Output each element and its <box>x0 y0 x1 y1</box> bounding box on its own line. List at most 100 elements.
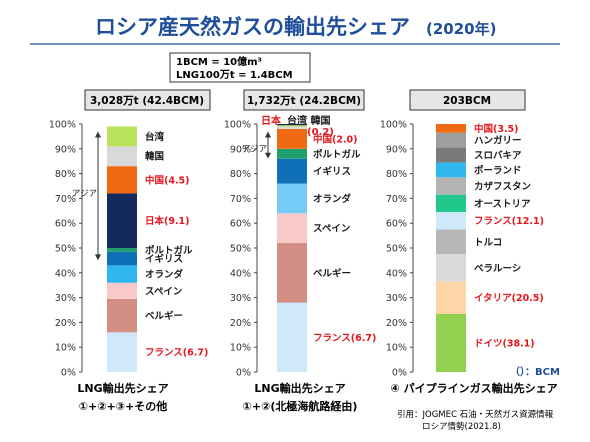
bar-segment <box>107 298 137 333</box>
page-title-year: (2020年) <box>426 20 496 38</box>
y-tick-label: 50% <box>386 244 407 255</box>
chart-2-header-box <box>243 89 365 111</box>
bar-segment <box>436 212 466 230</box>
bar-segment <box>436 177 466 195</box>
segment-label: イタリア(20.5) <box>474 292 544 304</box>
chart-3-header-box <box>409 89 526 111</box>
y-tick-label: 80% <box>386 169 407 180</box>
bar-segment <box>107 166 137 194</box>
bar-segment <box>436 254 466 282</box>
y-tick-label: 50% <box>230 244 251 255</box>
y-tick-label: 30% <box>55 293 76 304</box>
y-tick-label: 10% <box>230 343 251 354</box>
bar-segment <box>436 229 466 255</box>
unit-note-line-1: 1BCM = 10億m³ <box>176 55 262 68</box>
y-tick-label: 90% <box>386 144 407 155</box>
y-tick-label: 20% <box>55 318 76 329</box>
y-tick-label: 90% <box>55 144 76 155</box>
source-line-2: ロシア情勢(2021.8) <box>422 421 501 432</box>
y-tick-label: 10% <box>55 343 76 354</box>
y-tick-label: 0% <box>61 368 76 379</box>
chart-2-top-label-black: 台湾 韓国 <box>287 114 330 127</box>
chart-lng-total: 0% 10% 20% 30% 40% 50% 60% 70% 80% 90% 100% フランス(6.… <box>49 120 209 379</box>
segment-label: 台湾 <box>145 131 165 143</box>
chart-1-header: 3,028万t (42.4BCM) <box>90 95 204 107</box>
bar-segment <box>107 146 137 167</box>
y-tick-label: 40% <box>230 268 251 279</box>
bar-segment <box>277 124 307 126</box>
chart-2-top-label-red-value: (0.2) <box>307 127 334 138</box>
chart-1-caption-line-1: LNG輸出先シェア <box>77 381 168 395</box>
chart-2-caption-line-1: LNG輸出先シェア <box>254 381 345 395</box>
segment-label: ハンガリー <box>474 135 522 147</box>
asia-label: アジア <box>72 189 97 199</box>
bar-segment <box>277 125 307 127</box>
bar-segment <box>436 162 466 178</box>
segment-label: カザフスタン <box>474 181 531 193</box>
bar-segment <box>436 124 466 133</box>
bar-segment <box>436 313 466 372</box>
bar-segment <box>107 193 137 248</box>
y-tick-label: 20% <box>386 318 407 329</box>
segment-label: オランダ <box>313 193 352 205</box>
y-tick-label: 100% <box>380 120 407 131</box>
segment-label: フランス(6.7) <box>145 348 208 359</box>
source-line-1: 引用：JOGMEC 石油・天然ガス資源情報 <box>397 409 554 420</box>
asia-bracket-arrow-down <box>95 254 101 261</box>
segment-label: トルコ <box>474 237 502 248</box>
segment-label: ベルギー <box>313 267 351 279</box>
y-tick-label: 40% <box>55 268 76 279</box>
y-tick-label: 80% <box>55 169 76 180</box>
segment-label: イギリス <box>313 166 351 178</box>
bar-segment <box>107 126 137 147</box>
segment-label: スペイン <box>145 286 182 297</box>
bar-segment <box>436 147 466 163</box>
chart-1-header-box <box>84 89 211 111</box>
asia-bracket-arrow-up <box>95 131 101 138</box>
segment-label: スペイン <box>313 224 350 235</box>
segment-label: 中国(3.5) <box>474 123 519 135</box>
chart-2-caption-line-2: ①+②(北極海航路経由) <box>243 399 358 413</box>
y-tick-label: 70% <box>55 194 76 205</box>
segment-label: オランダ <box>145 269 184 281</box>
segment-label: ポルトガル <box>145 244 193 256</box>
chart-3-caption-line-1: ④ パイプラインガス輸出先シェア <box>390 381 557 395</box>
segment-label: ドイツ(38.1) <box>474 338 535 349</box>
asia-bracket-arrow-down <box>265 152 271 159</box>
chart-1-caption-line-2: ①+②+③+その他 <box>79 399 168 413</box>
y-tick-label: 90% <box>230 144 251 155</box>
bar-segment <box>277 126 307 129</box>
y-tick-label: 100% <box>49 120 76 131</box>
y-tick-label: 50% <box>55 244 76 255</box>
bar-segment <box>107 248 137 252</box>
chart-2-top-label-red: 日本 <box>261 114 282 127</box>
y-tick-label: 0% <box>236 368 251 379</box>
unit-note-box <box>169 52 311 83</box>
segment-label: イギリス <box>145 253 183 265</box>
asia-bracket-arrow-up <box>265 131 271 138</box>
asia-label: アジア <box>242 144 267 154</box>
y-tick-label: 60% <box>386 219 407 230</box>
bar-segment <box>436 281 466 314</box>
segment-label: ポーランド <box>474 164 522 176</box>
segment-label: 中国(4.5) <box>145 174 190 186</box>
y-tick-label: 70% <box>386 194 407 205</box>
bar-segment <box>107 251 137 266</box>
y-tick-label: 100% <box>224 120 251 131</box>
bar-segment <box>277 183 307 214</box>
chart-lng-arctic: 0% 10% 20% 30% 40% 50% 60% 70% 80% 90% 100% フランス(6.… <box>224 120 377 379</box>
segment-label: ポルトガル <box>313 148 361 160</box>
unit-legend-note: （）：BCM <box>510 365 560 378</box>
y-tick-label: 30% <box>386 293 407 304</box>
y-tick-label: 60% <box>55 219 76 230</box>
segment-label: 韓国 <box>145 151 164 163</box>
bar-segment <box>107 282 137 299</box>
segment-label: フランス(6.7) <box>313 333 376 344</box>
bar-segment <box>277 148 307 159</box>
segment-label: フランス(12.1) <box>474 216 544 227</box>
segment-label: ベラルーシ <box>474 263 521 274</box>
y-tick-label: 30% <box>230 293 251 304</box>
chart-pipeline: 0% 10% 20% 30% 40% 50% 60% 70% 80% 90% 100% ドイツ(38.… <box>380 120 544 379</box>
y-tick-label: 40% <box>386 268 407 279</box>
